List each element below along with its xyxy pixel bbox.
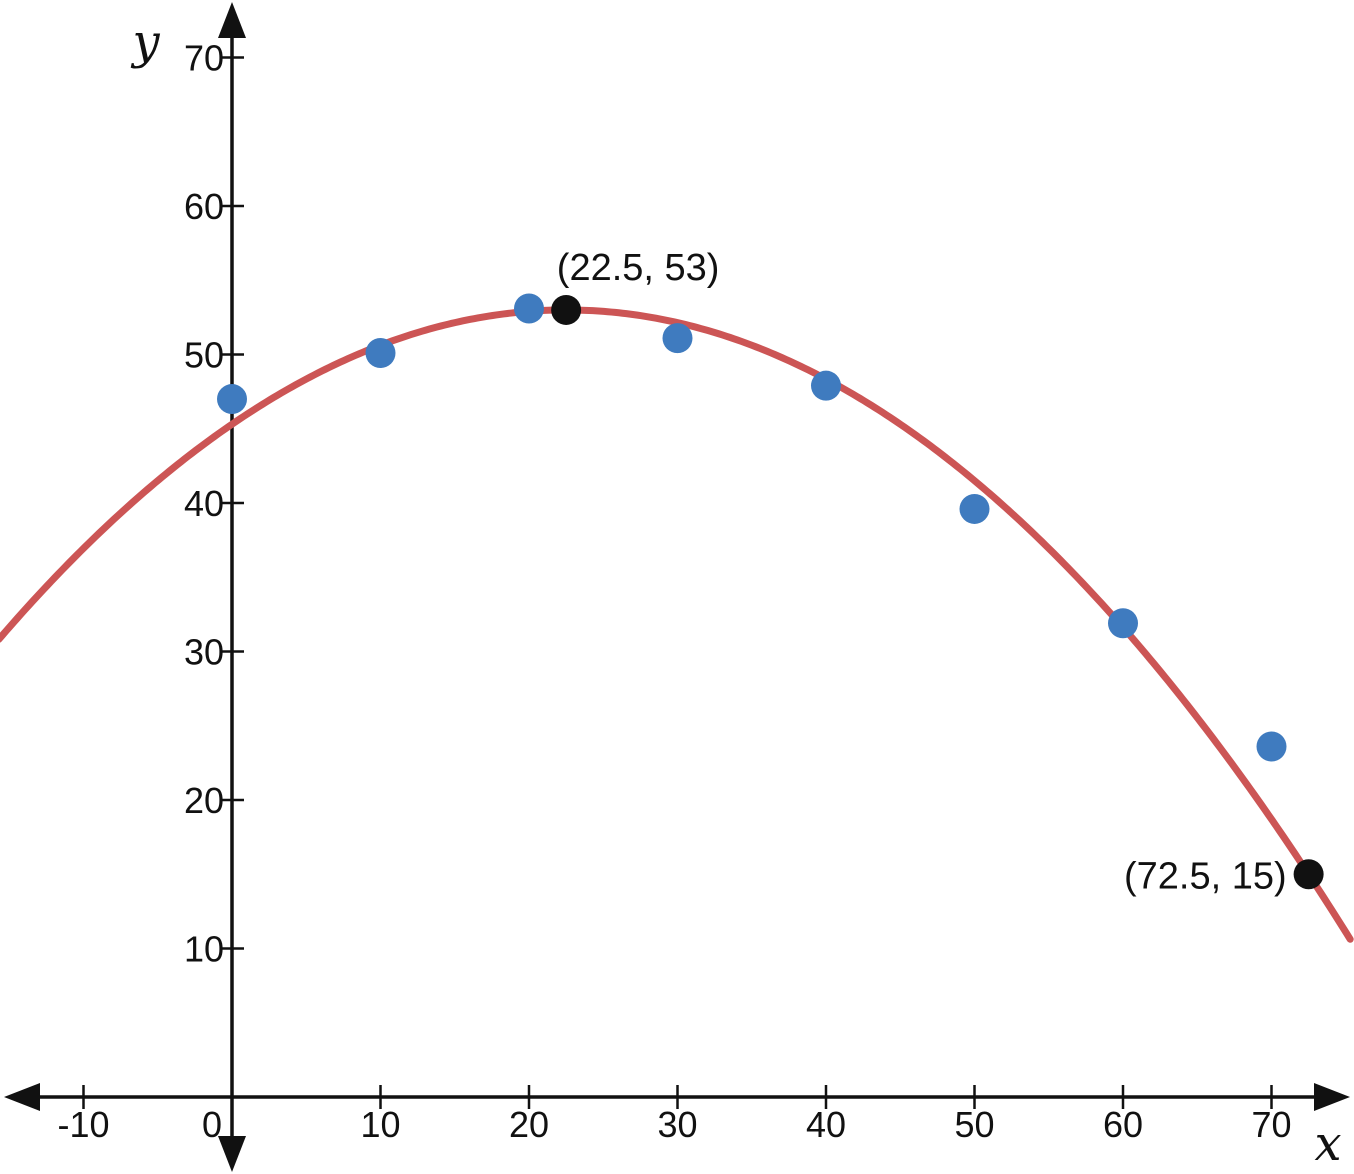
data-point xyxy=(811,370,841,401)
axes: -10 0 10 20 30 40 50 60 70 10 20 30 40 50 60 70 y x xyxy=(4,2,1350,1172)
y-tick-label: 30 xyxy=(184,632,224,673)
y-axis-label: y xyxy=(130,14,160,70)
annotation-layer: (22.5, 53) (72.5, 15) xyxy=(551,247,1324,897)
x-axis-label: x xyxy=(1314,1116,1341,1172)
y-axis-arrow-bottom xyxy=(218,1136,246,1172)
y-tick-label: 50 xyxy=(184,335,224,376)
x-tick-label: 40 xyxy=(806,1104,846,1145)
x-tick-label: 60 xyxy=(1103,1104,1143,1145)
x-axis-arrow-right xyxy=(1314,1083,1350,1111)
data-point xyxy=(1108,608,1138,639)
data-point xyxy=(662,323,693,354)
x-axis-arrow-left xyxy=(4,1083,40,1111)
data-point xyxy=(1256,731,1287,762)
data-point xyxy=(217,384,247,415)
x-tick-label: 70 xyxy=(1251,1104,1291,1145)
data-point xyxy=(365,338,396,369)
highlight-point xyxy=(1293,859,1324,890)
y-tick-label: 40 xyxy=(184,483,224,524)
x-tick-label: 20 xyxy=(509,1104,549,1145)
x-tick-label: -10 xyxy=(57,1104,109,1145)
point-label: (22.5, 53) xyxy=(557,247,720,289)
y-tick-label: 20 xyxy=(184,780,224,821)
fitted-curve xyxy=(0,306,1354,943)
data-point xyxy=(514,293,544,324)
x-tick-label: 30 xyxy=(657,1104,697,1145)
x-tick-label: 10 xyxy=(360,1104,400,1145)
x-tick-label: 0 xyxy=(202,1104,222,1145)
y-axis-arrow-top xyxy=(218,2,246,38)
data-point xyxy=(959,493,990,524)
curve-layer xyxy=(0,306,1354,943)
highlight-point xyxy=(551,294,582,325)
y-tick-label: 70 xyxy=(184,38,224,79)
point-label: (72.5, 15) xyxy=(1124,855,1287,897)
x-tick-label: 50 xyxy=(954,1104,994,1145)
y-tick-label: 10 xyxy=(184,929,224,970)
y-tick-label: 60 xyxy=(184,186,224,227)
points-layer xyxy=(217,293,1287,762)
